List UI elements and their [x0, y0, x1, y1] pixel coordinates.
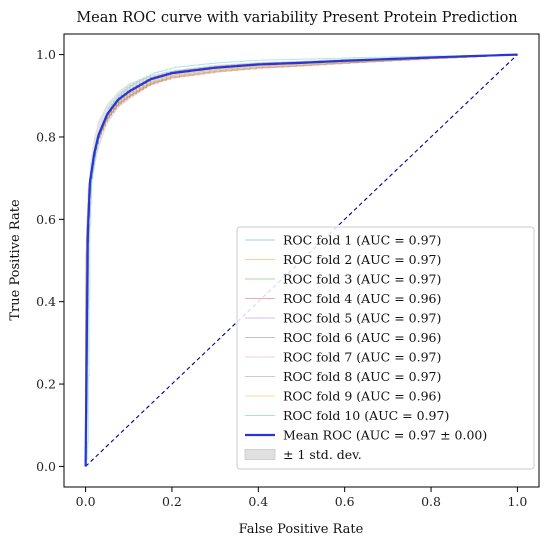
y-tick-label: 0.8 — [36, 129, 56, 144]
plot-frame — [63, 33, 540, 488]
y-axis-title: True Positive Rate — [8, 199, 23, 321]
legend-item: ROC fold 8 (AUC = 0.97) — [245, 369, 441, 384]
legend-item: ROC fold 3 (AUC = 0.97) — [245, 272, 441, 287]
x-tick-label: 0.4 — [248, 494, 268, 509]
legend-label: ROC fold 7 (AUC = 0.97) — [283, 350, 441, 365]
roc-fold-10-line — [85, 54, 518, 467]
x-tick-label: 0.8 — [421, 494, 441, 509]
y-tick-label: 0.4 — [36, 294, 56, 309]
y-axis: 0.0 0.2 0.4 0.6 0.8 1.0 — [36, 47, 64, 474]
chart-title: Mean ROC curve with variability Present … — [76, 10, 517, 26]
legend-item: Mean ROC (AUC = 0.97 ± 0.00) — [245, 428, 487, 443]
legend-label: ROC fold 5 (AUC = 0.97) — [283, 311, 441, 326]
legend: ROC fold 1 (AUC = 0.97) ROC fold 2 (AUC =… — [236, 226, 535, 470]
legend-label: ± 1 std. dev. — [283, 447, 362, 462]
legend-item: ROC fold 9 (AUC = 0.96) — [245, 389, 441, 404]
y-tick-label: 0.6 — [36, 212, 56, 227]
legend-label: Mean ROC (AUC = 0.97 ± 0.00) — [283, 428, 487, 443]
legend-label: ROC fold 9 (AUC = 0.96) — [283, 389, 441, 404]
legend-item: ROC fold 4 (AUC = 0.96) — [245, 291, 441, 306]
legend-label: ROC fold 4 (AUC = 0.96) — [283, 291, 441, 306]
y-tick-label: 0.2 — [36, 377, 56, 392]
legend-item: ROC fold 5 (AUC = 0.97) — [245, 311, 441, 326]
legend-item: ROC fold 6 (AUC = 0.96) — [245, 330, 441, 345]
legend-swatch — [244, 449, 276, 460]
x-tick-label: 0.0 — [76, 494, 96, 509]
legend-item: ROC fold 1 (AUC = 0.97) — [245, 233, 441, 248]
legend-item: ROC fold 7 (AUC = 0.97) — [245, 350, 441, 365]
std-band-layer — [85, 54, 518, 467]
mean-curve-layer — [84, 53, 518, 467]
x-tick-label: 0.2 — [162, 494, 182, 509]
x-tick-label: 0.6 — [335, 494, 355, 509]
legend-label: ROC fold 8 (AUC = 0.97) — [283, 369, 441, 384]
y-tick-label: 1.0 — [36, 47, 56, 62]
legend-box — [236, 226, 535, 470]
x-axis: 0.0 0.2 0.4 0.6 0.8 1.0 — [76, 487, 527, 509]
legend-label: ROC fold 1 (AUC = 0.97) — [283, 233, 441, 248]
legend-item: ROC fold 2 (AUC = 0.97) — [245, 252, 441, 267]
y-tick-label: 0.0 — [36, 459, 56, 474]
legend-label: ROC fold 2 (AUC = 0.97) — [283, 252, 441, 267]
chance-line-layer — [85, 54, 518, 467]
chance-line — [85, 54, 518, 467]
legend-label: ROC fold 6 (AUC = 0.96) — [283, 330, 441, 345]
mean-roc-line — [84, 53, 518, 467]
legend-label: ROC fold 10 (AUC = 0.97) — [283, 408, 449, 423]
legend-item: ± 1 std. dev. — [244, 447, 362, 462]
std-band — [85, 54, 518, 467]
x-tick-label: 1.0 — [507, 494, 527, 509]
x-axis-title: False Positive Rate — [239, 522, 364, 537]
legend-label: ROC fold 3 (AUC = 0.97) — [283, 272, 441, 287]
legend-item: ROC fold 10 (AUC = 0.97) — [245, 408, 449, 423]
